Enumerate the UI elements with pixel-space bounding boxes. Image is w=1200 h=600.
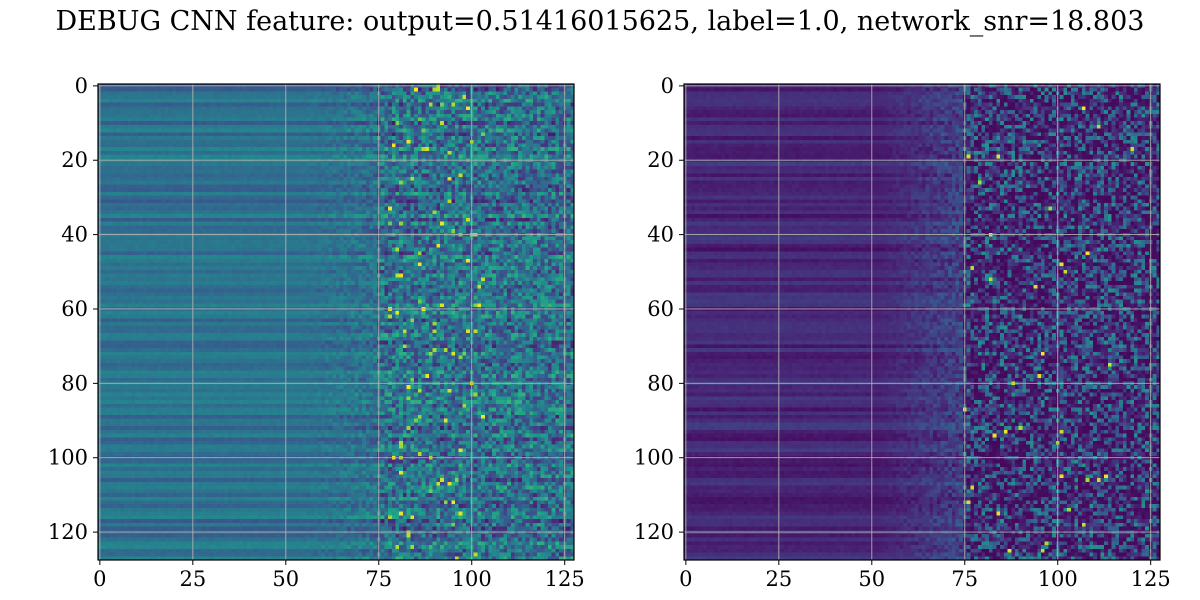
- heatmap-image: [684, 84, 1160, 560]
- y-tick-label: 20: [61, 148, 88, 172]
- y-tick-label: 100: [634, 446, 674, 470]
- x-tick-label: 75: [365, 567, 392, 591]
- y-tick-label: 120: [48, 520, 88, 544]
- heatmap-panel-left: 0 25 50 75 100 125 0 20 40 60 80 100 120: [48, 74, 585, 591]
- x-tick-label: 75: [951, 567, 978, 591]
- y-tick-label: 60: [647, 297, 674, 321]
- heatmap-image: [98, 84, 574, 560]
- heatmap-panel-right: 0 25 50 75 100 125 0 20 40 60 80 100 120: [634, 74, 1171, 591]
- x-tick-label: 125: [1131, 567, 1171, 591]
- x-tick-label: 25: [765, 567, 792, 591]
- y-tick-label: 80: [61, 371, 88, 395]
- x-tick-label: 100: [452, 567, 492, 591]
- y-tick-label: 40: [647, 223, 674, 247]
- x-tick-label: 125: [545, 567, 585, 591]
- x-tick-label: 0: [93, 567, 106, 591]
- figure-title: DEBUG CNN feature: output=0.51416015625,…: [55, 6, 1145, 37]
- y-tick-label: 120: [634, 520, 674, 544]
- y-tick-label: 100: [48, 446, 88, 470]
- x-tick-label: 50: [858, 567, 885, 591]
- y-tick-label: 0: [661, 74, 674, 98]
- y-tick-label: 0: [75, 74, 88, 98]
- y-tick-label: 40: [61, 223, 88, 247]
- y-tick-label: 60: [61, 297, 88, 321]
- x-tick-label: 25: [179, 567, 206, 591]
- y-tick-label: 80: [647, 371, 674, 395]
- x-tick-label: 50: [272, 567, 299, 591]
- y-tick-label: 20: [647, 148, 674, 172]
- axes-frame: [97, 83, 575, 561]
- axes-frame: [683, 83, 1161, 561]
- x-tick-label: 0: [679, 567, 692, 591]
- x-tick-label: 100: [1038, 567, 1078, 591]
